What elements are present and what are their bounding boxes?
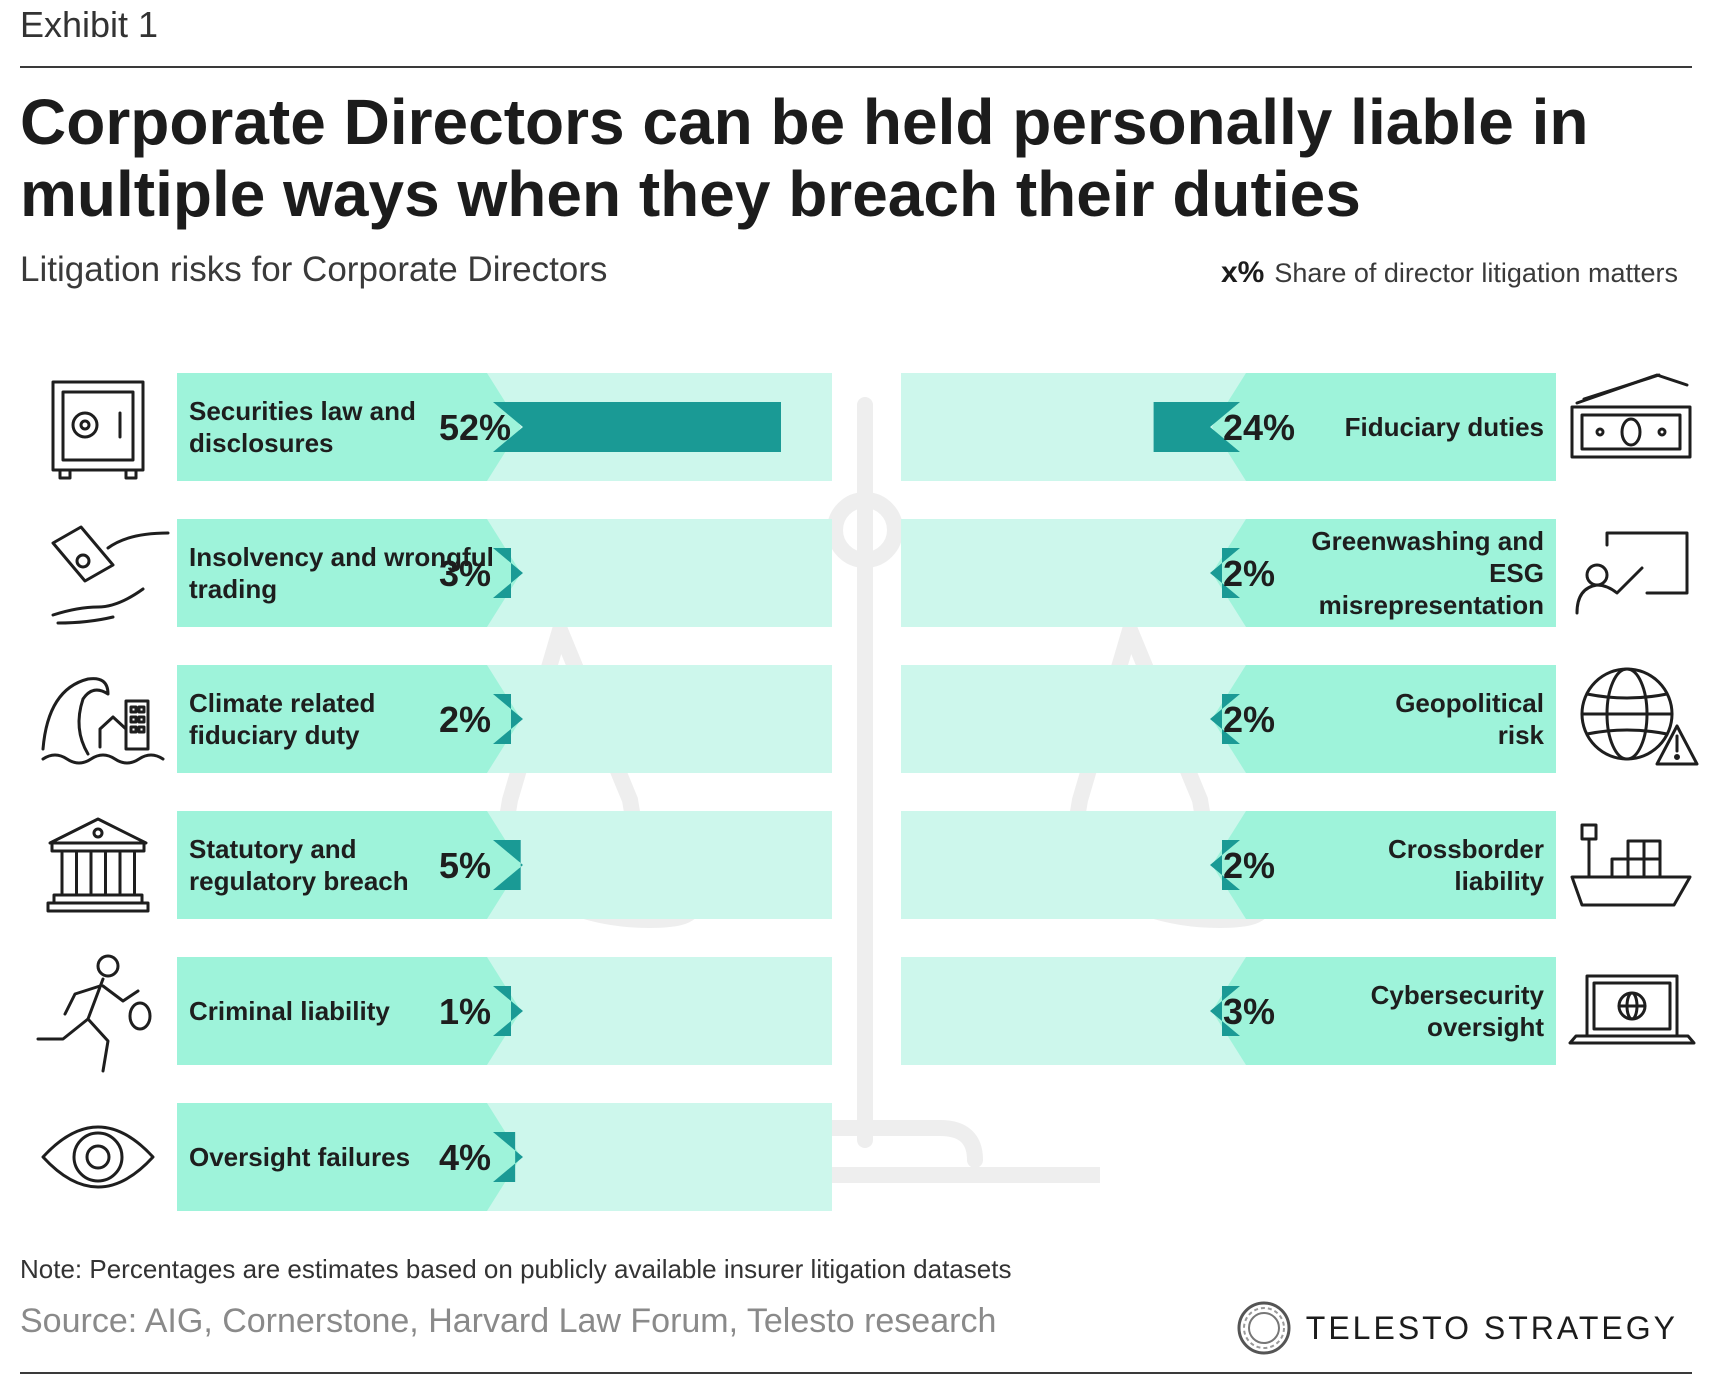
category-label: Crossborder liability [1388,834,1545,896]
running-thief-icon [36,954,152,1073]
label-band [1212,811,1556,919]
category-label: Securities law and disclosures [189,396,416,458]
cargo-ship-icon [1570,823,1692,907]
category-label: Climate related fiduciary duty [189,688,375,750]
row-right-3: 2% Geopolitical risk [901,665,1556,773]
label-band [1212,665,1556,773]
safe-icon [51,380,145,480]
label-band [177,665,521,773]
money-hands-icon [51,525,170,625]
label-band [177,1103,521,1211]
bar [1210,694,1240,744]
value-label: 2% [1223,845,1275,886]
brand-name: TELESTO STRATEGY [1305,1309,1678,1346]
value-label: 2% [439,699,491,740]
category-label: Insolvency and wrongful trading [189,542,494,604]
bottom-divider [20,1372,1692,1374]
eye-icon [41,1125,155,1189]
litigation-chart: 52%Securities law and disclosures3%Insolv… [36,373,1699,1211]
category-label: Statutory and regulatory breach [189,834,409,896]
bar [493,840,523,890]
brand: TELESTO STRATEGY [1236,1300,1678,1356]
label-band [177,519,521,627]
value-label: 24% [1223,407,1295,448]
value-label: 2% [1223,553,1275,594]
category-label: Oversight failures [189,1142,410,1172]
row-right-2: 2% Greenwashing and ESG misrepresentation [901,519,1556,627]
row-left-2: 3%Insolvency and wrongful trading [177,519,832,627]
bar [493,402,781,452]
category-label: Fiduciary duties [1345,412,1544,442]
value-label: 52% [439,407,511,448]
wave-flood-icon [41,677,165,765]
bar [1210,840,1240,890]
chart-subtitle: Litigation risks for Corporate Directors [20,250,608,289]
page-title: Corporate Directors can be held personal… [20,86,1589,230]
exhibit-label: Exhibit 1 [20,4,159,45]
legend-symbol: x% [1220,256,1265,289]
bar [493,694,523,744]
value-label: 5% [439,845,491,886]
bar [493,1132,523,1182]
label-band [1212,957,1556,1065]
presentation-icon [1575,531,1689,615]
label-band [1212,519,1556,627]
footnote: Note: Percentages are estimates based on… [20,1254,1012,1284]
value-label: 1% [439,991,491,1032]
row-left-5: 1% Criminal liability [177,957,832,1065]
label-band [177,373,521,481]
globe-warning-icon [1580,667,1699,766]
bar [1153,402,1240,452]
government-building-icon [46,817,150,913]
bar [493,548,523,598]
category-label: Geopolitical risk [1395,688,1544,750]
category-label: Criminal liability [189,996,390,1026]
row-left-1: 52% Securities law and disclosures [177,373,832,481]
bar [493,986,523,1036]
label-band [1212,373,1556,481]
laptop-globe-icon [1568,974,1696,1045]
value-label: 2% [1223,699,1275,740]
row-left-3: 2% Climate related fiduciary duty [177,665,832,773]
label-band [177,811,521,919]
top-divider [20,66,1692,68]
value-label: 3% [1223,991,1275,1032]
row-right-4: 2% Crossborder liability [901,811,1556,919]
bar [1210,986,1240,1036]
category-label: Cybersecurity oversight [1371,980,1545,1042]
row-right-5: 3% Cybersecurity oversight [901,957,1556,1065]
value-label: 4% [439,1137,491,1178]
row-right-1: 24% Fiduciary duties [901,373,1556,481]
label-band [177,957,521,1065]
row-left-4: 5% Statutory and regulatory breach [177,811,832,919]
row-left-6: 4% Oversight failures [177,1103,832,1211]
legend-text: Share of director litigation matters [1274,258,1678,288]
bar [1210,548,1240,598]
category-label: Greenwashing and ESG misrepresentation [1311,526,1544,620]
source-line: Source: AIG, Cornerstone, Harvard Law Fo… [20,1302,997,1340]
cash-icon [1570,373,1692,459]
telesto-logo-icon [1237,1301,1291,1355]
legend: x% Share of director litigation matters [1221,256,1678,290]
value-label: 3% [439,553,491,594]
